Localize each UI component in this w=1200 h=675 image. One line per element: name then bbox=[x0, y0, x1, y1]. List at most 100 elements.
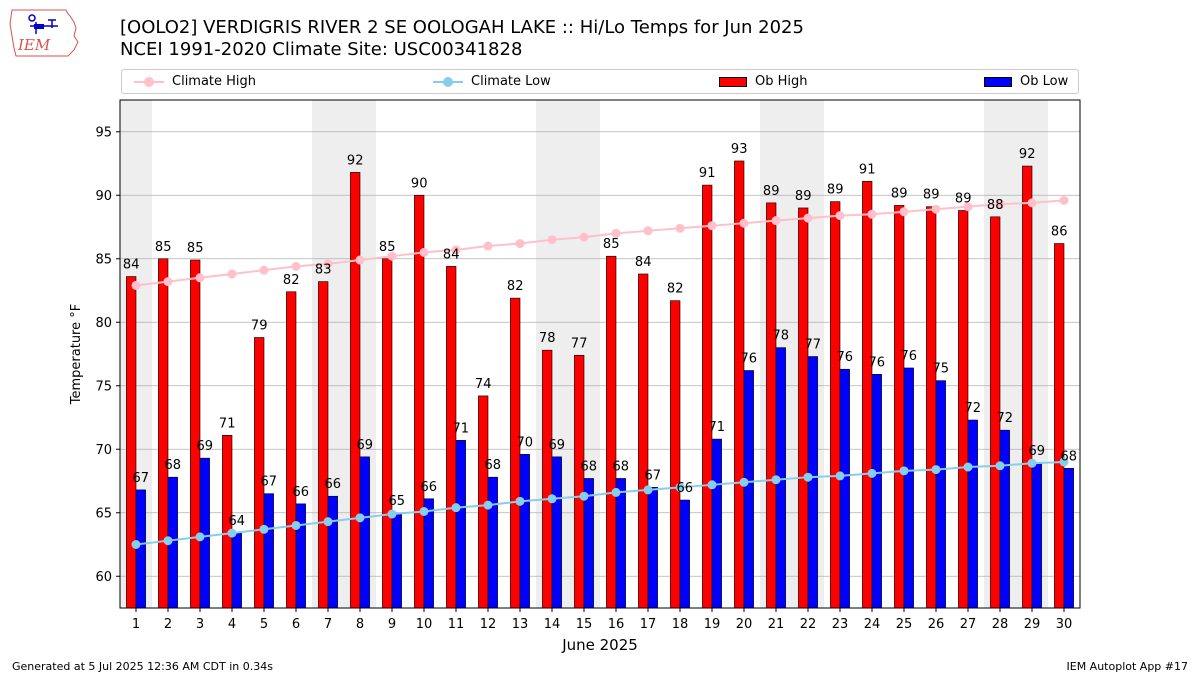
climate-low-point-9 bbox=[387, 509, 397, 519]
ob-low-label-16: 68 bbox=[613, 459, 630, 474]
ob-high-bar-10 bbox=[414, 194, 425, 609]
ob-low-label-24: 76 bbox=[869, 355, 886, 370]
climate-high-point-8 bbox=[355, 255, 365, 265]
ob-high-bar-3 bbox=[190, 259, 201, 609]
ob-low-label-13: 70 bbox=[517, 435, 534, 450]
y-tick-label-70: 70 bbox=[95, 443, 112, 458]
climate-low-point-10 bbox=[419, 506, 429, 516]
ob-high-label-11: 84 bbox=[443, 247, 460, 262]
climate-low-point-8 bbox=[355, 513, 365, 523]
ob-high-bar-14 bbox=[542, 349, 553, 609]
ob-low-label-9: 65 bbox=[389, 494, 406, 509]
ob-high-label-28: 88 bbox=[987, 198, 1004, 213]
ob-low-label-18: 66 bbox=[677, 481, 694, 496]
ob-low-bar-7 bbox=[327, 495, 338, 609]
climate-high-point-9 bbox=[387, 251, 397, 261]
climate-high-point-10 bbox=[419, 247, 429, 257]
ob-high-label-2: 85 bbox=[155, 240, 172, 255]
ob-high-bar-13 bbox=[510, 297, 521, 609]
ob-low-label-15: 68 bbox=[581, 459, 598, 474]
ob-high-label-9: 85 bbox=[379, 240, 396, 255]
x-axis-label: June 2025 bbox=[561, 636, 638, 654]
ob-low-bar-20 bbox=[743, 370, 754, 609]
climate-high-point-5 bbox=[259, 265, 269, 275]
ob-high-bar-20 bbox=[734, 160, 745, 609]
ob-high-label-23: 89 bbox=[827, 183, 844, 198]
ob-high-bar-30 bbox=[1054, 243, 1065, 609]
climate-high-point-2 bbox=[163, 277, 173, 287]
ob-low-label-4: 64 bbox=[229, 514, 246, 529]
ob-high-bar-24 bbox=[862, 180, 873, 609]
climate-low-point-29 bbox=[1027, 458, 1037, 468]
x-tick-label-2: 2 bbox=[164, 617, 172, 632]
ob-high-label-18: 82 bbox=[667, 282, 684, 297]
ob-high-label-20: 93 bbox=[731, 142, 748, 157]
x-tick-label-23: 23 bbox=[832, 617, 849, 632]
x-tick-label-30: 30 bbox=[1056, 617, 1073, 632]
x-tick-label-7: 7 bbox=[324, 617, 332, 632]
ob-high-label-7: 83 bbox=[315, 263, 332, 278]
legend: Climate High Climate Low Ob High Ob Low bbox=[121, 69, 1079, 94]
x-tick-label-16: 16 bbox=[608, 617, 625, 632]
climate-high-point-6 bbox=[291, 261, 301, 271]
climate-low-point-13 bbox=[515, 496, 525, 506]
x-tick-label-12: 12 bbox=[480, 617, 497, 632]
ob-high-bar-18 bbox=[670, 300, 681, 609]
ob-high-bar-15 bbox=[574, 354, 585, 609]
climate-high-line bbox=[135, 199, 1065, 287]
y-tick-label-80: 80 bbox=[95, 316, 112, 331]
x-tick-label-13: 13 bbox=[512, 617, 529, 632]
ob-high-bar-17 bbox=[638, 273, 649, 609]
y-axis-label: Temperature °F bbox=[69, 304, 84, 405]
ob-high-bar-1 bbox=[126, 276, 137, 609]
ob-low-label-11: 71 bbox=[453, 421, 470, 436]
data-labels: 84 67 85 68 85 69 71 64 79 67 82 66 83 66 92 69 85 65 90 66… bbox=[123, 142, 1077, 529]
chart-subtitle: NCEI 1991-2020 Climate Site: USC00341828 bbox=[120, 39, 523, 60]
legend-item-climate-low: Climate Low bbox=[433, 70, 551, 93]
climate-high-point-18 bbox=[675, 223, 685, 233]
ob-high-label-19: 91 bbox=[699, 166, 716, 181]
legend-item-ob-high: Ob High bbox=[719, 70, 808, 93]
ob-low-label-5: 67 bbox=[261, 475, 278, 490]
gridlines bbox=[120, 131, 1080, 577]
ob-low-label-17: 67 bbox=[645, 468, 662, 483]
ob-high-label-21: 89 bbox=[763, 184, 780, 199]
ob-high-bar-8 bbox=[350, 172, 361, 609]
ob-high-label-25: 89 bbox=[891, 186, 908, 201]
x-tick-label-28: 28 bbox=[992, 617, 1009, 632]
x-tick-label-15: 15 bbox=[576, 617, 593, 632]
climate-high-point-20 bbox=[739, 218, 749, 228]
climate-high-point-21 bbox=[771, 216, 781, 226]
y-tick-label-75: 75 bbox=[95, 379, 112, 394]
x-tick-label-17: 17 bbox=[640, 617, 657, 632]
x-tick-label-22: 22 bbox=[800, 617, 817, 632]
ob-high-bar-22 bbox=[798, 207, 809, 609]
x-tick-label-27: 27 bbox=[960, 617, 977, 632]
y-tick-label-90: 90 bbox=[95, 189, 112, 204]
climate-low-point-22 bbox=[803, 472, 813, 482]
ob-high-label-6: 82 bbox=[283, 273, 300, 288]
ob-high-bar-6 bbox=[286, 291, 297, 609]
climate-low-point-20 bbox=[739, 477, 749, 487]
ob-low-label-12: 68 bbox=[485, 458, 502, 473]
climate-low-point-2 bbox=[163, 536, 173, 546]
climate-low-point-18 bbox=[675, 482, 685, 492]
ob-low-bar-18 bbox=[679, 499, 690, 609]
climate-high-point-27 bbox=[963, 202, 973, 212]
ob-low-label-30: 68 bbox=[1061, 449, 1078, 464]
climate-low-point-11 bbox=[451, 503, 461, 513]
climate-high-swatch bbox=[134, 76, 164, 87]
climate-high-point-4 bbox=[227, 269, 237, 279]
ob-high-bar-19 bbox=[702, 184, 713, 609]
climate-high-point-30 bbox=[1059, 195, 1069, 205]
ob-low-bar-30 bbox=[1063, 467, 1074, 609]
footer-app: IEM Autoplot App #17 bbox=[1066, 660, 1189, 673]
climate-low-point-21 bbox=[771, 475, 781, 485]
climate-low-point-27 bbox=[963, 462, 973, 472]
climate-high-point-3 bbox=[195, 273, 205, 283]
x-tick-label-1: 1 bbox=[132, 617, 140, 632]
ob-high-label-22: 89 bbox=[795, 189, 812, 204]
climate-high-point-14 bbox=[547, 235, 557, 245]
x-tick-label-14: 14 bbox=[544, 617, 561, 632]
